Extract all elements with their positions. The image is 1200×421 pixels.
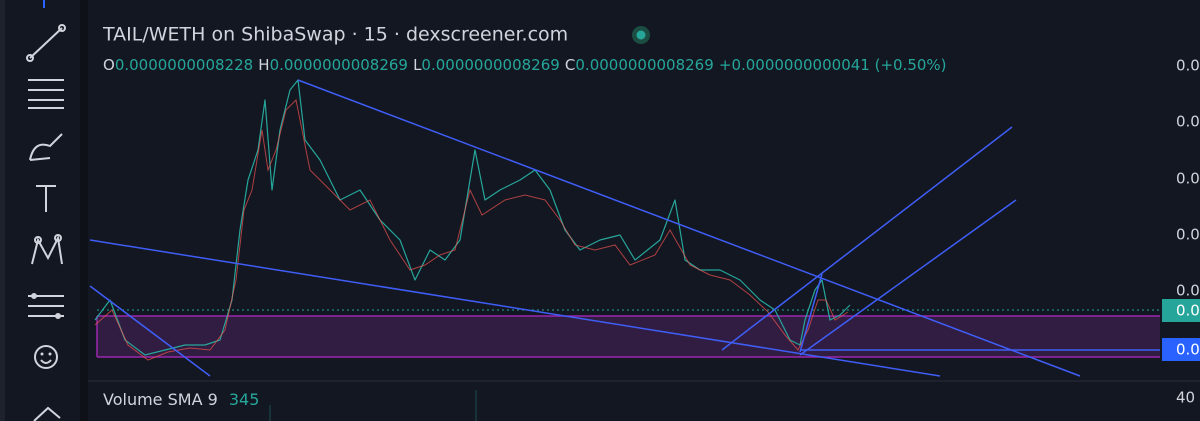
last-price-text: 0.0 [1176,302,1200,320]
brush-tool[interactable] [29,133,63,161]
text-tool[interactable] [36,185,56,212]
price-path [94,79,851,356]
chart-title: TAIL/WETH on ShibaSwap · 15 · dexscreene… [102,24,568,46]
ruler-tool[interactable] [33,406,61,421]
toolbar-edge [0,0,5,421]
axis-label: 0.0 [1176,57,1200,75]
last-price-tag [1162,299,1200,322]
low-key: L [413,56,422,74]
low-value: 0.0000000008269 [421,56,559,74]
high-value: 0.0000000008269 [270,56,408,74]
trend-line [799,199,1017,356]
status-dot [636,30,646,40]
high-key: H [258,56,269,74]
line-tag-text: 0.0 [1176,341,1200,359]
close-key: C [565,56,575,74]
zone [97,316,1160,357]
volume-legend: Volume SMA 9 345 [103,390,259,409]
toolbar [0,0,80,421]
line-tag [1162,338,1200,361]
change-value: +0.0000000000041 (+0.50%) [719,56,947,74]
close-value: 0.0000000008269 [575,56,713,74]
trend-line [721,126,1013,351]
trend-line-tool[interactable] [26,24,66,62]
emoji-tool[interactable] [34,345,58,369]
open-key: O [103,56,115,74]
trend-line [799,273,823,353]
ohlc-line: O0.0000000008228 H0.0000000008269 L0.000… [103,55,947,74]
trend-line [89,285,211,377]
trend-line [89,239,941,377]
fib-tool[interactable] [28,79,64,109]
trend-line [297,79,1081,377]
axis-label: 0.0 [1176,282,1200,300]
volume-label: Volume [103,390,163,409]
prediction-tool[interactable] [28,293,64,319]
open-value: 0.0000000008228 [115,56,253,74]
price-path-shadow [94,98,849,361]
volume-indicator: SMA 9 [168,390,218,409]
axis-label: 0.0 [1176,226,1200,244]
axis-label: 0.0 [1176,170,1200,188]
volume-axis-label: 40 [1176,389,1195,407]
volume-value: 345 [229,390,260,409]
pattern-tool[interactable] [31,234,63,265]
axis-label: 0.0 [1176,113,1200,131]
divider [80,0,88,421]
